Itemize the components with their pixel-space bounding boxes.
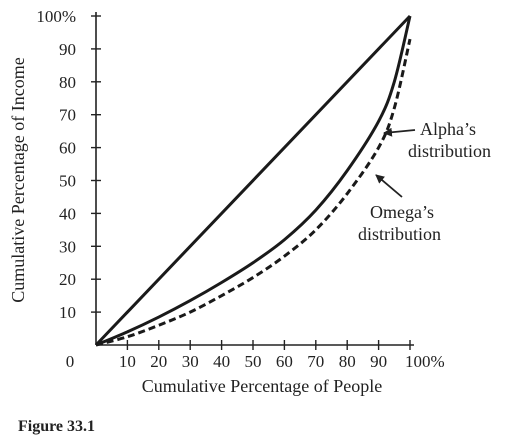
annotation-arrow bbox=[375, 174, 403, 198]
annotation-text: Alpha’s bbox=[420, 119, 476, 139]
y-tick-label: 10 bbox=[59, 303, 76, 322]
annotation-text: distribution bbox=[358, 224, 441, 244]
annotation-text: Omega’s bbox=[370, 202, 434, 222]
y-tick-label: 50 bbox=[59, 172, 76, 191]
y-tick-label: 40 bbox=[59, 204, 76, 223]
x-tick-label: 100% bbox=[405, 352, 445, 371]
x-tick-label: 80 bbox=[339, 352, 356, 371]
y-tick-label: 90 bbox=[59, 40, 76, 59]
y-tick-label: 20 bbox=[59, 270, 76, 289]
y-tick-label: 70 bbox=[59, 106, 76, 125]
series-line-1 bbox=[94, 14, 412, 347]
figure-caption: Figure 33.1 bbox=[18, 418, 95, 435]
y-axis-title: Cumulative Percentage of Income bbox=[8, 57, 28, 302]
origin-label: 0 bbox=[66, 352, 75, 371]
tick-group: 10 20 30 40 50 60 70 80 90 100% 10 20 30 40 50 60 70 80 90… bbox=[36, 7, 444, 371]
x-tick-label: 60 bbox=[276, 352, 293, 371]
annotation-arrow bbox=[383, 127, 416, 137]
axes bbox=[95, 12, 414, 346]
series-line-3 bbox=[95, 38, 412, 347]
x-axis-title: Cumulative Percentage of People bbox=[142, 376, 382, 396]
y-tick-label: 60 bbox=[59, 139, 76, 158]
series-line-2 bbox=[95, 15, 412, 347]
y-tick-label: 80 bbox=[59, 73, 76, 92]
y-tick-label: 30 bbox=[59, 237, 76, 256]
x-tick-label: 20 bbox=[150, 352, 167, 371]
x-tick-label: 90 bbox=[370, 352, 387, 371]
y-tick-label: 100% bbox=[36, 7, 76, 26]
x-tick-label: 30 bbox=[182, 352, 199, 371]
annotation-text: distribution bbox=[408, 141, 491, 161]
x-tick-label: 40 bbox=[213, 352, 230, 371]
x-tick-label: 50 bbox=[245, 352, 262, 371]
x-tick-label: 10 bbox=[119, 352, 136, 371]
x-tick-label: 70 bbox=[307, 352, 324, 371]
series-group bbox=[94, 14, 412, 347]
